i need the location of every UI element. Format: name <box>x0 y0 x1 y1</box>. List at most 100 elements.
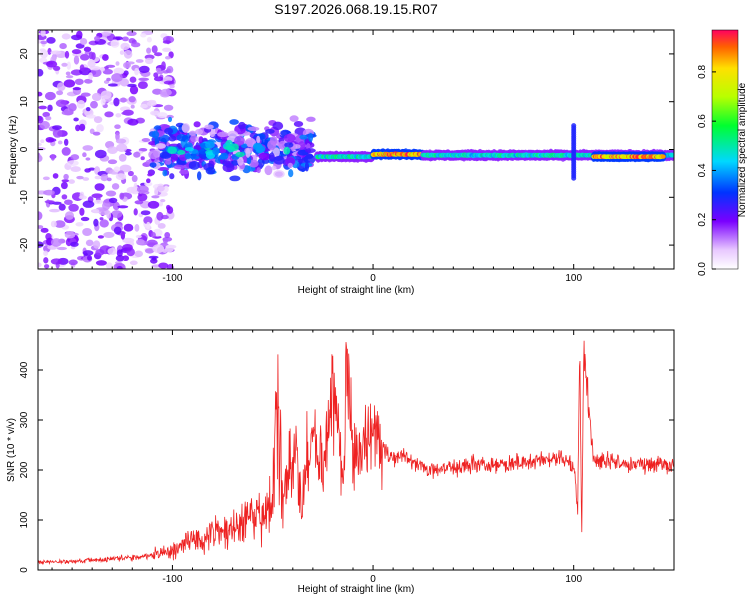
noise-blob <box>103 231 115 238</box>
noise-blob <box>102 54 109 61</box>
noise-blob <box>100 98 106 106</box>
noise-blob <box>146 221 151 230</box>
noise-blob <box>137 185 149 193</box>
noise-blob <box>116 265 123 269</box>
noise-blob <box>84 78 93 84</box>
noise-blob <box>50 50 62 55</box>
noise-blob <box>120 42 130 51</box>
band-blob <box>247 126 260 131</box>
noise-blob <box>90 68 102 77</box>
noise-blob <box>134 250 144 258</box>
band-blob <box>273 170 285 179</box>
noise-blob <box>119 192 125 200</box>
snr-panel: -100 0 100 0 100 200 300 400 Height of straight… <box>6 329 675 595</box>
noise-blob <box>44 91 56 101</box>
noise-blob <box>130 104 135 109</box>
noise-blob <box>54 220 66 228</box>
noise-blob <box>63 173 69 180</box>
snr-x-label: Height of straight line (km) <box>298 584 415 595</box>
y-tick-label: -10 <box>19 190 30 205</box>
noise-blob <box>94 35 101 42</box>
noise-blob <box>106 77 111 82</box>
band-blob <box>152 130 160 139</box>
band-blob <box>256 135 261 144</box>
band-blob <box>181 123 190 133</box>
noise-blob <box>115 173 127 181</box>
noise-blob <box>117 205 129 209</box>
noise-blob <box>135 59 144 63</box>
noise-blob <box>87 255 92 261</box>
band-blob <box>288 169 294 178</box>
noise-blob <box>80 37 88 46</box>
y-tick-label: 10 <box>19 96 30 108</box>
noise-blob <box>154 52 163 57</box>
noise-blob <box>121 111 131 116</box>
noise-blob <box>113 166 121 173</box>
noise-blob <box>72 87 82 91</box>
noise-blob <box>38 262 42 268</box>
noise-blob <box>42 111 50 118</box>
noise-blob <box>127 118 139 126</box>
noise-blob <box>135 234 142 239</box>
noise-blob <box>107 247 117 255</box>
band-blob <box>164 127 174 135</box>
noise-blob <box>123 61 131 69</box>
noise-blob <box>91 92 102 102</box>
noise-blob <box>83 46 92 53</box>
band-peak <box>225 139 233 147</box>
noise-blob <box>61 33 71 40</box>
noise-blob <box>44 200 55 204</box>
noise-blob <box>120 78 129 87</box>
noise-blob <box>79 53 90 61</box>
y-tick-label: 300 <box>19 411 30 428</box>
noise-blob <box>111 73 123 83</box>
noise-blob <box>84 51 91 55</box>
noise-blob <box>144 57 154 65</box>
noise-blob <box>56 90 64 96</box>
noise-blob <box>57 140 63 145</box>
noise-blob <box>113 226 122 235</box>
snr-axes: -100 0 100 0 100 200 300 400 <box>19 330 675 585</box>
noise-blob <box>39 49 49 59</box>
band-blob <box>149 162 157 168</box>
noise-blob <box>133 208 138 216</box>
band-blob <box>299 134 308 140</box>
noise-blob <box>64 231 76 239</box>
noise-blob <box>119 97 128 103</box>
band-blob <box>297 158 303 163</box>
line-core <box>660 154 666 159</box>
noise-blob <box>162 237 169 244</box>
noise-blob <box>49 208 60 213</box>
noise-blob <box>61 194 68 200</box>
band-blob <box>169 173 175 180</box>
band-blob <box>148 150 159 160</box>
band-blob <box>198 136 204 144</box>
noise-blob <box>134 224 140 232</box>
noise-blob <box>60 181 68 190</box>
noise-blob <box>126 83 137 88</box>
band-peak <box>205 151 216 160</box>
band-blob <box>287 162 293 169</box>
noise-blob <box>74 78 84 85</box>
band-blob <box>304 161 310 172</box>
noise-blob <box>108 197 118 204</box>
noise-blob <box>111 210 123 218</box>
noise-blob <box>80 216 90 222</box>
noise-blob <box>110 39 120 48</box>
noise-blob <box>119 50 125 55</box>
noise-blob <box>76 99 86 109</box>
noise-blob <box>40 139 45 144</box>
noise-blob <box>64 199 73 205</box>
noise-blob <box>113 97 120 107</box>
noise-blob <box>92 208 100 213</box>
band-blob <box>237 156 244 166</box>
band-blob <box>306 116 316 122</box>
noise-blob <box>147 200 160 209</box>
noise-blob <box>107 83 118 87</box>
noise-blob <box>75 222 84 227</box>
y-tick-label: 0 <box>19 567 30 573</box>
band-blob <box>271 165 277 171</box>
band-blob <box>305 148 316 154</box>
